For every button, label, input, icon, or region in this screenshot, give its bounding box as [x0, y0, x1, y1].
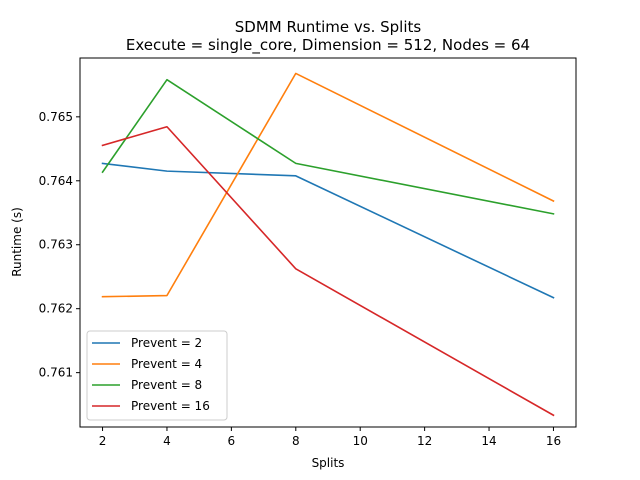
- x-tick-label: 14: [481, 434, 496, 448]
- x-tick-label: 2: [99, 434, 107, 448]
- series-line-1: [101, 162, 555, 299]
- legend-label: Prevent = 4: [131, 357, 202, 371]
- x-tick-label: 4: [163, 434, 171, 448]
- plot-frame: [79, 57, 577, 428]
- x-tick-label: 12: [417, 434, 432, 448]
- legend-label: Prevent = 2: [131, 336, 202, 350]
- chart-subtitle: Execute = single_core, Dimension = 512, …: [126, 36, 530, 55]
- legend-label: Prevent = 16: [131, 399, 210, 413]
- y-tick-label: 0.765: [39, 110, 73, 124]
- y-axis-ticks: 0.761 0.762 0.763 0.764 0.765: [39, 110, 80, 380]
- chart-title: SDMM Runtime vs. Splits: [235, 18, 422, 36]
- legend-frame: [86, 330, 228, 421]
- x-axis-ticks: 2 4 6 8 10 12 14 16: [99, 427, 561, 448]
- y-tick-label: 0.764: [39, 174, 73, 188]
- x-tick-label: 8: [292, 434, 300, 448]
- y-tick-label: 0.763: [39, 238, 73, 252]
- series-line-2: [101, 72, 555, 298]
- x-tick-label: 10: [353, 434, 368, 448]
- series-line-3: [101, 78, 555, 215]
- x-tick-label: 16: [546, 434, 561, 448]
- x-axis-label: Splits: [312, 456, 345, 470]
- legend-label: Prevent = 8: [131, 378, 202, 392]
- y-tick-label: 0.762: [39, 302, 73, 316]
- series-layer: [101, 72, 555, 417]
- x-tick-label: 6: [228, 434, 236, 448]
- y-tick-label: 0.761: [39, 366, 73, 380]
- y-axis-label: Runtime (s): [10, 207, 24, 277]
- legend: Prevent = 2 Prevent = 4 Prevent = 8 Prevent…: [86, 330, 228, 421]
- series-line-4: [101, 125, 555, 417]
